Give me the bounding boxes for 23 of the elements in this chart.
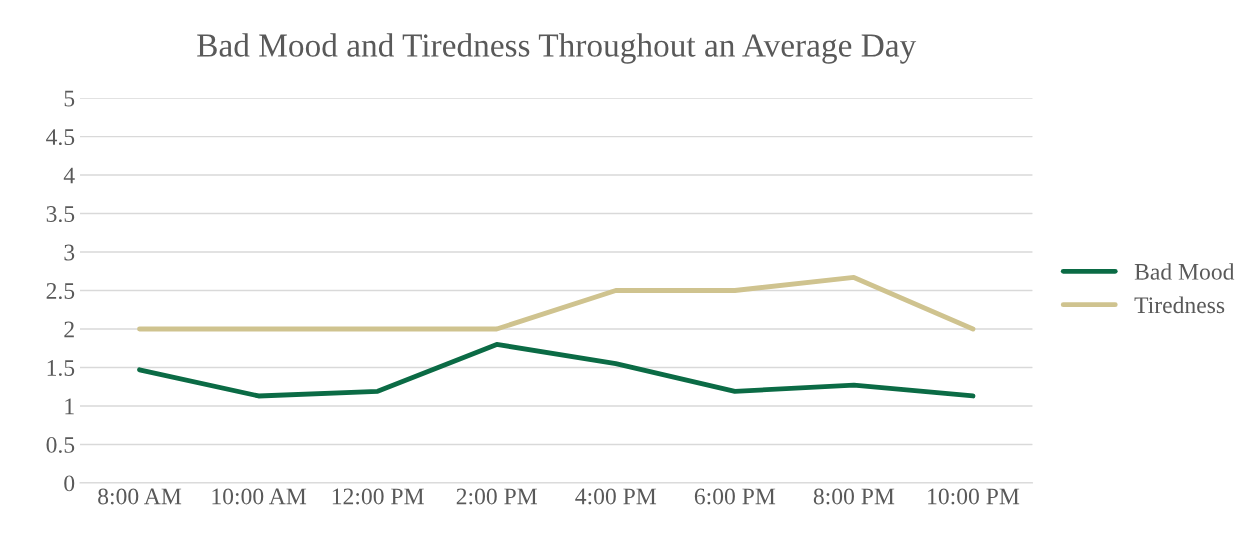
- x-tick-label: 12:00 PM: [332, 488, 424, 505]
- x-tick-label: 2:00 PM: [456, 488, 538, 505]
- y-tick-label: 4.5: [46, 129, 75, 146]
- y-tick-label: 2: [64, 321, 74, 338]
- chart-title: Bad Mood and Tiredness Throughout an Average Day: [197, 33, 917, 64]
- y-tick-label: 3: [64, 244, 75, 261]
- x-tick-label: 10:00 AM: [212, 488, 307, 505]
- x-tick-label: 4:00 PM: [575, 488, 657, 505]
- y-tick-label: 2.5: [46, 283, 75, 300]
- line-series: [137, 341, 976, 399]
- legend-label: Tiredness: [1134, 296, 1225, 314]
- y-tick-label: 1: [65, 398, 74, 415]
- y-tick-label: 0.5: [46, 436, 75, 453]
- x-tick-label: 10:00 PM: [928, 488, 1020, 505]
- y-tick-label: 3.5: [46, 206, 75, 223]
- x-tick-label: 8:00 AM: [98, 488, 182, 505]
- x-tick-label: 8:00 PM: [813, 488, 895, 505]
- legend-label: Bad Mood: [1134, 263, 1235, 280]
- y-tick-label: 4: [63, 167, 75, 184]
- y-tick-label: 0: [64, 475, 75, 492]
- y-tick-label: 1.5: [47, 360, 75, 376]
- y-tick-label: 5: [64, 90, 75, 107]
- x-tick-label: 6:00 PM: [694, 488, 776, 505]
